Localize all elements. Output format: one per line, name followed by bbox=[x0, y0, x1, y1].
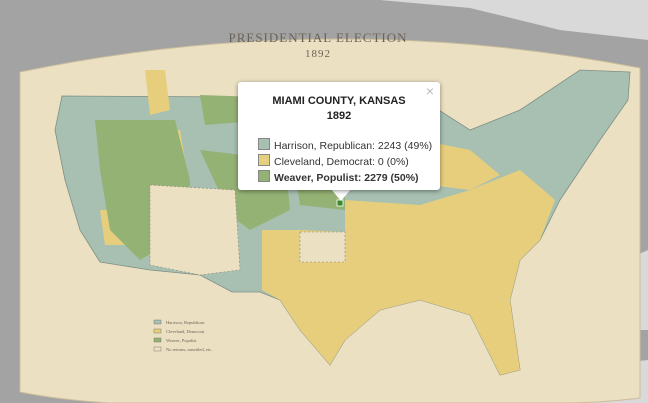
land bbox=[0, 0, 648, 40]
no-returns-region bbox=[299, 231, 346, 263]
map-title: PRESIDENTIAL ELECTION bbox=[228, 30, 407, 45]
legend-label: Harrison, Republican bbox=[166, 320, 205, 326]
democratic-region bbox=[420, 140, 500, 190]
result-text: Weaver, Populist: 2279 (50%) bbox=[274, 172, 419, 184]
legend-swatch bbox=[153, 328, 162, 334]
popup-year: 1892 bbox=[326, 110, 352, 122]
map-year: 1892 bbox=[305, 48, 331, 60]
swatch bbox=[258, 154, 270, 166]
legend-swatch bbox=[153, 346, 162, 352]
swatch bbox=[258, 138, 270, 150]
democratic-region bbox=[262, 170, 555, 375]
result-row: Weaver, Populist: 2279 (50%) bbox=[258, 170, 419, 184]
result-text: Harrison, Republican: 2243 (49%) bbox=[274, 140, 433, 152]
swatch bbox=[258, 170, 270, 182]
legend-swatch bbox=[153, 337, 162, 343]
legend-swatch bbox=[153, 319, 162, 325]
popup: × MIAMI COUNTY, KANSAS 1892 Harrison, Re… bbox=[238, 82, 440, 190]
no-returns-region bbox=[149, 184, 241, 276]
legend-label: Cleveland, Democrat bbox=[166, 329, 205, 335]
result-row: Harrison, Republican: 2243 (49%) bbox=[258, 138, 432, 152]
popup-title: MIAMI COUNTY, KANSAS bbox=[272, 95, 406, 107]
popup-pointer bbox=[331, 189, 351, 201]
result-row: Cleveland, Democrat: 0 (0%) bbox=[258, 154, 409, 168]
legend-label: Weaver, Populist bbox=[166, 338, 197, 344]
map-legend: Harrison, Republican Cleveland, Democrat… bbox=[153, 319, 212, 353]
close-button[interactable]: × bbox=[425, 83, 434, 99]
legend-label: No returns, unsettled, etc. bbox=[166, 347, 212, 353]
result-text: Cleveland, Democrat: 0 (0%) bbox=[274, 156, 409, 168]
